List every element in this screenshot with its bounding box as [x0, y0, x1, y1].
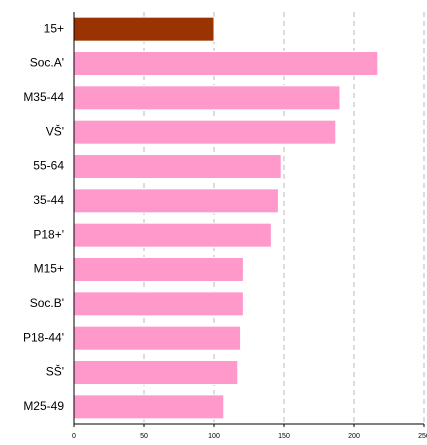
bar [73, 291, 244, 317]
bar [73, 257, 244, 282]
y-tick-label: P18+' [33, 227, 64, 241]
x-tick-label: 50 [140, 433, 148, 440]
bar [73, 85, 341, 111]
y-tick-label: M35-44 [23, 90, 64, 104]
x-tick-label: 150 [278, 433, 290, 440]
y-tick-label: Soc.B' [30, 296, 64, 310]
x-tick-label: 0 [72, 433, 76, 440]
y-tick-label: VŠ' [46, 123, 64, 138]
y-tick-label: Soc.A' [30, 56, 64, 70]
y-tick-label: P18-44' [23, 330, 64, 344]
x-tick-label: 200 [348, 433, 360, 440]
y-tick-label: M25-49 [23, 399, 64, 413]
y-tick-label: 15+ [44, 21, 64, 35]
bar [73, 222, 272, 248]
bar [73, 325, 242, 351]
bar [73, 154, 282, 179]
bar [73, 188, 279, 214]
y-tick-label: 35-44 [33, 193, 64, 207]
plot-area [74, 12, 424, 424]
x-tick-label: 250 [418, 433, 427, 440]
bar [73, 360, 239, 385]
y-tick-label: 55-64 [33, 159, 64, 173]
y-tick-label: SŠ' [46, 364, 64, 379]
bar [73, 16, 215, 42]
bar [73, 119, 337, 145]
y-tick-label: M15+ [34, 262, 64, 276]
x-tick-label: 100 [208, 433, 220, 440]
bar [73, 51, 379, 76]
bar [73, 394, 225, 420]
